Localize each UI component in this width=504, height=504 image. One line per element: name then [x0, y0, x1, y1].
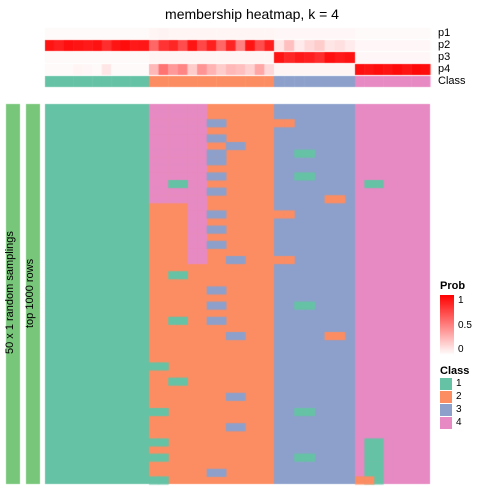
annotation-label-p4: p4 — [438, 63, 450, 75]
annotation-label-p2: p2 — [438, 39, 450, 51]
legend-prob-tick: 1 — [458, 295, 472, 306]
legend-prob-tick: 0 — [458, 344, 472, 355]
legend-prob-bar — [440, 295, 454, 355]
annotation-label-p3: p3 — [438, 51, 450, 63]
left-strip-label: top 1000 rows — [24, 259, 36, 328]
legend-prob-tick: 0.5 — [458, 320, 472, 331]
heatmap-canvas — [0, 0, 504, 504]
legend-class-item-4: 4 — [440, 416, 500, 429]
legend-class-item-3: 3 — [440, 403, 500, 416]
legend: Prob10.50Class1234 — [440, 280, 500, 429]
annotation-label-p1: p1 — [438, 27, 450, 39]
left-strip-label: 50 x 1 random samplings — [4, 231, 16, 354]
annotation-label-class: Class — [438, 75, 466, 87]
legend-class-item-2: 2 — [440, 390, 500, 403]
chart-title: membership heatmap, k = 4 — [0, 6, 504, 22]
legend-prob-title: Prob — [440, 280, 500, 292]
legend-class-title: Class — [440, 365, 500, 377]
legend-class-item-1: 1 — [440, 377, 500, 390]
